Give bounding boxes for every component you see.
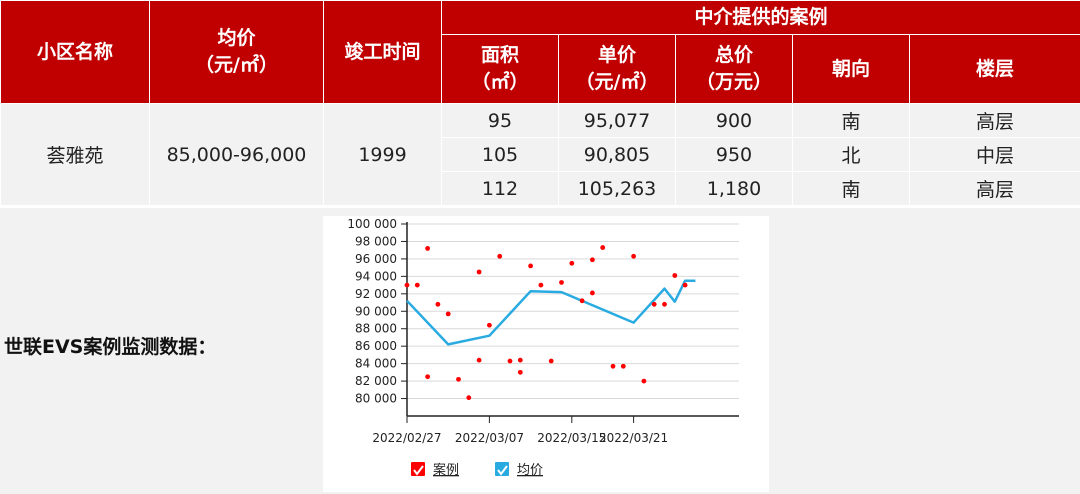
case-point [538,282,544,288]
y-tick-label: 96 000 [355,252,397,266]
case-table: 小区名称 均价 （元/㎡） 竣工时间 中介提供的案例 面积 （㎡） 单价 （元/㎡） … [0,0,1080,206]
case-point [456,376,461,382]
case-point [425,374,430,380]
cell-floor: 高层 [908,103,1080,138]
case-point [662,301,667,307]
evs-section: 世联EVS案例监测数据： 100 000 98 000 96 000 94 000 92… [0,208,1080,494]
cell-community: 荟雅苑 [0,103,150,206]
cell-area: 105 [441,137,559,172]
case-point [579,298,585,304]
y-tick-label: 84 000 [355,357,397,371]
cell-floor: 高层 [908,171,1080,206]
header-agency-cases: 中介提供的案例 [440,0,1080,35]
case-point [672,273,678,278]
cell-orientation: 南 [792,103,910,138]
x-tick-label: 2022/03/07 [455,431,524,445]
case-point [497,253,503,259]
cell-floor: 中层 [908,137,1080,172]
x-tick-label: 2022/03/15 [537,431,606,445]
cell-area: 112 [441,171,559,206]
case-point [487,322,492,328]
cell-unit-price: 105,263 [558,171,676,206]
legend-check-icon [413,465,424,476]
y-tick-label: 80 000 [355,392,397,406]
case-point [559,280,564,285]
case-point [528,263,533,269]
x-tick-label: 2022/02/27 [372,431,441,445]
case-point [517,369,523,375]
evs-chart-svg: 100 000 98 000 96 000 94 000 92 000 90 000 88 … [347,217,739,478]
case-point [631,253,636,259]
case-point [569,260,575,266]
case-point [590,257,595,263]
legend-label-cases: 案例 [433,463,459,478]
case-point [590,290,595,296]
case-point [651,301,657,307]
case-point [641,378,647,384]
cell-unit-price: 90,805 [558,137,676,172]
header-avg-price: 均价 （元/㎡） [149,0,324,104]
case-point [425,246,430,251]
evs-label: 世联EVS案例监测数据： [4,336,217,358]
legend-label-avg: 均价 [517,463,543,478]
case-point [435,301,441,307]
case-point [682,282,688,288]
header-unit-price: 单价 （元/㎡） [558,34,676,104]
case-point [548,358,554,364]
cell-area: 95 [441,103,559,138]
header-total-price: 总价 （万元） [675,34,793,104]
case-point [404,282,410,288]
y-tick-label: 88 000 [355,322,397,336]
y-tick-label: 100 000 [347,217,397,231]
table-row: 荟雅苑 85,000-96,000 1999 95 95,077 900 南 高… [0,103,1080,206]
case-point [507,358,513,364]
cell-unit-price: 95,077 [558,103,676,138]
legend-swatch-avg [495,462,509,476]
y-tick-label: 82 000 [355,374,397,388]
case-point [466,395,472,401]
cell-total-price: 900 [675,103,793,138]
case-point [476,269,482,275]
legend-swatch-cases [411,462,425,476]
evs-chart: 100 000 98 000 96 000 94 000 92 000 90 000 88 … [323,216,769,492]
case-point [610,363,616,369]
table-row: 112 105,263 1,180 南 高层 [1,171,1080,206]
y-tick-label: 90 000 [355,304,397,318]
table-row: 105 90,805 950 北 中层 [1,137,1080,172]
case-point [476,357,482,363]
header-community: 小区名称 [0,0,150,104]
case-point [600,245,606,250]
case-point [445,311,451,317]
y-tick-label: 86 000 [355,339,397,353]
header-floor: 楼层 [908,34,1080,104]
y-tick-label: 94 000 [355,269,397,283]
cell-completion: 1999 [323,103,442,206]
cell-orientation: 南 [792,171,910,206]
case-point [620,363,626,369]
case-point [414,282,420,288]
header-completion: 竣工时间 [323,0,442,104]
case-point [517,357,523,363]
header-area: 面积 （㎡） [441,34,559,104]
cell-total-price: 950 [675,137,793,172]
avg-price-line [406,279,696,346]
x-tick-label: 2022/03/21 [599,431,668,445]
y-tick-label: 98 000 [355,234,397,248]
y-tick-label: 92 000 [355,287,397,301]
cell-orientation: 北 [792,137,910,172]
legend-check-icon [497,465,508,476]
cell-avg-price: 85,000-96,000 [149,103,324,206]
cell-total-price: 1,180 [675,171,793,206]
header-orientation: 朝向 [792,34,910,104]
